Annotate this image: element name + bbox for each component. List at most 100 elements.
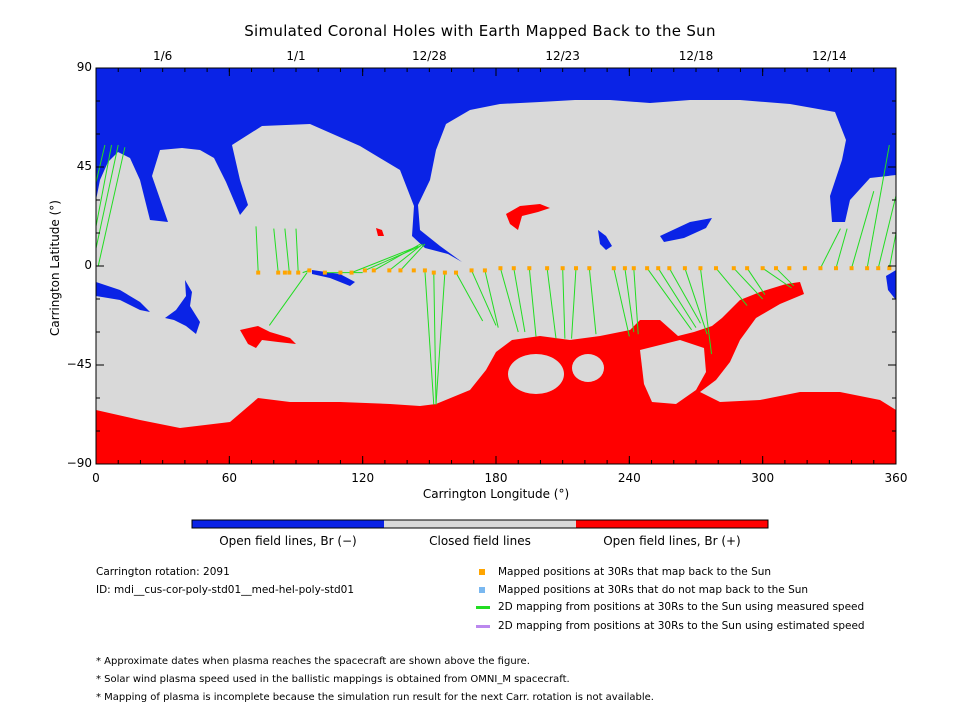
y-axis-label: Carrington Latitude (°) [48,200,62,336]
mapping-line [471,270,497,326]
note-incomplete: * Mapping of plasma is incomplete becaus… [96,692,654,703]
x-tick-label: 240 [617,471,641,485]
mapped-point [287,270,292,275]
x-tick-label: 0 [92,471,100,485]
mapping-line [588,268,597,335]
mapping-line [528,268,537,337]
mapped-point [876,266,881,271]
axis-ticks [95,67,897,465]
mapped-point [338,270,343,275]
colorbar-negative [192,520,384,528]
legend-label-estimated: 2D mapping from positions at 30Rs to the… [498,620,865,632]
mapped-point [362,268,367,273]
mapped-point [560,266,565,271]
mapped-point [511,266,516,271]
mapping-line [762,267,792,289]
mapping-line [733,267,764,300]
x-tick-label: 180 [484,471,508,485]
mapped-point [371,268,376,273]
mapping-line [684,268,708,335]
mapping-line [96,144,119,249]
mapped-point [482,268,487,273]
mapping-line [746,267,766,295]
mapped-point [611,266,616,271]
mapped-point [454,270,458,275]
mapped-point [387,268,392,273]
legend-label-measured: 2D mapping from positions at 30Rs to the… [498,601,865,613]
top-date-label: 12/23 [545,49,580,63]
mapped-point [760,266,765,271]
y-tick-label: 90 [76,60,92,74]
note-speed: * Solar wind plasma speed used in the ba… [96,674,570,685]
y-tick-label: 45 [76,159,92,173]
mapping-line [562,268,566,339]
mapped-point [667,266,672,271]
mapped-point [682,266,687,271]
mapping-line [835,228,848,269]
mapped-point [865,266,870,271]
colorbar-label-negative: Open field lines, Br (−) [219,534,357,548]
mapped-points [256,266,892,275]
mapping-line [775,267,795,287]
positive-hole-north [506,204,550,230]
mapped-point [656,266,661,271]
mapping-line [424,270,435,405]
mapped-point [774,266,778,271]
mapping-line [455,272,484,322]
mapping-line [484,270,499,328]
mapping-line [499,268,519,333]
closed-island-2 [572,354,604,382]
mapped-point [714,266,718,271]
negative-hole-equatorial-west [165,280,200,334]
run-id: ID: mdi__cus-cor-poly-std01__med-hel-pol… [96,584,355,596]
mapped-point [622,266,627,271]
closed-island-1 [508,354,564,394]
mapping-line [513,268,526,333]
mapping-line [819,228,841,269]
mapping-line [435,272,446,405]
mapping-line [97,147,126,267]
y-tick-label: −45 [66,357,92,371]
mapping-line [546,268,557,339]
x-tick-label: 60 [221,471,237,485]
y-tick-label: 0 [84,258,92,272]
legend-label-unmapped: Mapped positions at 30Rs that do not map… [498,584,809,596]
mapped-point [527,266,532,271]
mapped-point [787,266,792,271]
negative-hole-small-2 [660,218,712,242]
mapping-line [295,228,299,273]
mapped-point [745,266,750,271]
mapping-line [668,267,701,324]
mapping-line [571,268,577,339]
mapped-point [587,266,592,271]
mapped-point [296,270,301,275]
x-tick-label: 300 [751,471,775,485]
legend-swatch-mapped [479,569,485,575]
north-polar-hole [96,68,896,262]
mapping-line [96,144,113,227]
mapping-line [389,243,423,271]
mapped-point [307,268,312,273]
top-date-label: 1/1 [286,49,306,63]
mapped-point [256,270,261,275]
closed-island-3 [640,340,706,404]
mapped-point [498,266,503,271]
top-date-label: 12/28 [412,49,447,63]
mapped-point [818,266,823,271]
mapping-line [255,226,259,273]
south-polar-hole [96,282,896,464]
mapping-line [284,228,290,273]
carrington-rotation: Carrington rotation: 2091 [96,566,230,578]
colorbar-frame [191,519,769,529]
mapping-line [888,232,896,269]
legend-swatch-estimated [476,625,490,628]
mapped-point [631,266,636,271]
mapped-point [322,270,327,275]
mapping-line [96,144,106,183]
mapped-point [574,266,578,271]
top-date-label: 1/6 [153,49,173,63]
mapped-point [645,266,650,271]
colorbar-closed [384,520,576,528]
mapping-line [699,268,713,355]
